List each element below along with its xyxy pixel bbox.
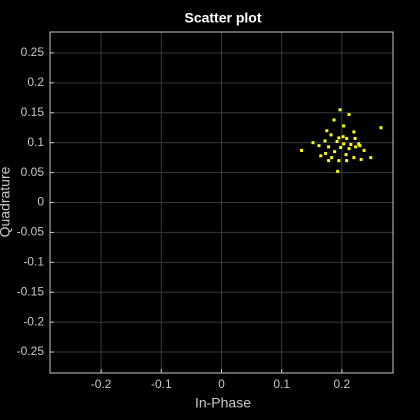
point (335, 139, 339, 143)
y-tick-label: -0.05 (17, 225, 45, 239)
point (342, 142, 346, 146)
y-tick-label: -0.1 (23, 254, 44, 268)
point (345, 159, 349, 163)
point (323, 139, 327, 143)
point (325, 129, 329, 133)
point (330, 156, 334, 160)
point (311, 141, 315, 145)
point (341, 135, 345, 139)
x-tick-label: -0.2 (91, 377, 112, 391)
point (337, 136, 341, 140)
y-tick-label: 0.05 (21, 165, 45, 179)
plot-frame (49, 31, 394, 374)
point (344, 153, 348, 157)
y-tick-label: -0.15 (17, 284, 45, 298)
point (324, 151, 328, 155)
point (327, 145, 331, 149)
point (337, 159, 341, 163)
point (319, 154, 323, 158)
y-tick-label: 0 (37, 195, 44, 209)
point (336, 169, 340, 173)
point (333, 150, 337, 154)
point (352, 130, 356, 134)
point (358, 144, 362, 148)
x-tick-label: -0.1 (151, 377, 172, 391)
point (359, 157, 363, 161)
y-tick-label: 0.15 (21, 105, 45, 119)
point (362, 148, 366, 152)
y-tick-label: 0.25 (21, 45, 45, 59)
y-tick-label: -0.25 (17, 344, 45, 358)
point (345, 136, 349, 140)
chart-title: Scatter plot (184, 10, 261, 26)
point (300, 148, 304, 152)
point (379, 126, 383, 130)
point (347, 147, 351, 151)
point (354, 145, 358, 149)
point (347, 113, 351, 117)
x-tick-label: 0.1 (273, 377, 290, 391)
point (329, 133, 333, 137)
x-tick-label: 0 (218, 377, 225, 391)
y-tick-label: 0.1 (27, 135, 44, 149)
point (332, 118, 336, 122)
point (338, 108, 342, 112)
point (342, 124, 346, 128)
point (357, 142, 361, 146)
point (339, 145, 343, 149)
point (352, 156, 356, 160)
point (353, 136, 357, 140)
y-tick-label: 0.2 (27, 75, 44, 89)
point (349, 142, 353, 146)
point (369, 156, 373, 160)
x-tick-label: 0.2 (334, 377, 351, 391)
x-axis-label: In-Phase (195, 395, 251, 411)
y-axis-label: Quadrature (0, 166, 13, 237)
point (317, 144, 321, 148)
point (327, 159, 331, 163)
y-tick-label: -0.2 (23, 314, 44, 328)
